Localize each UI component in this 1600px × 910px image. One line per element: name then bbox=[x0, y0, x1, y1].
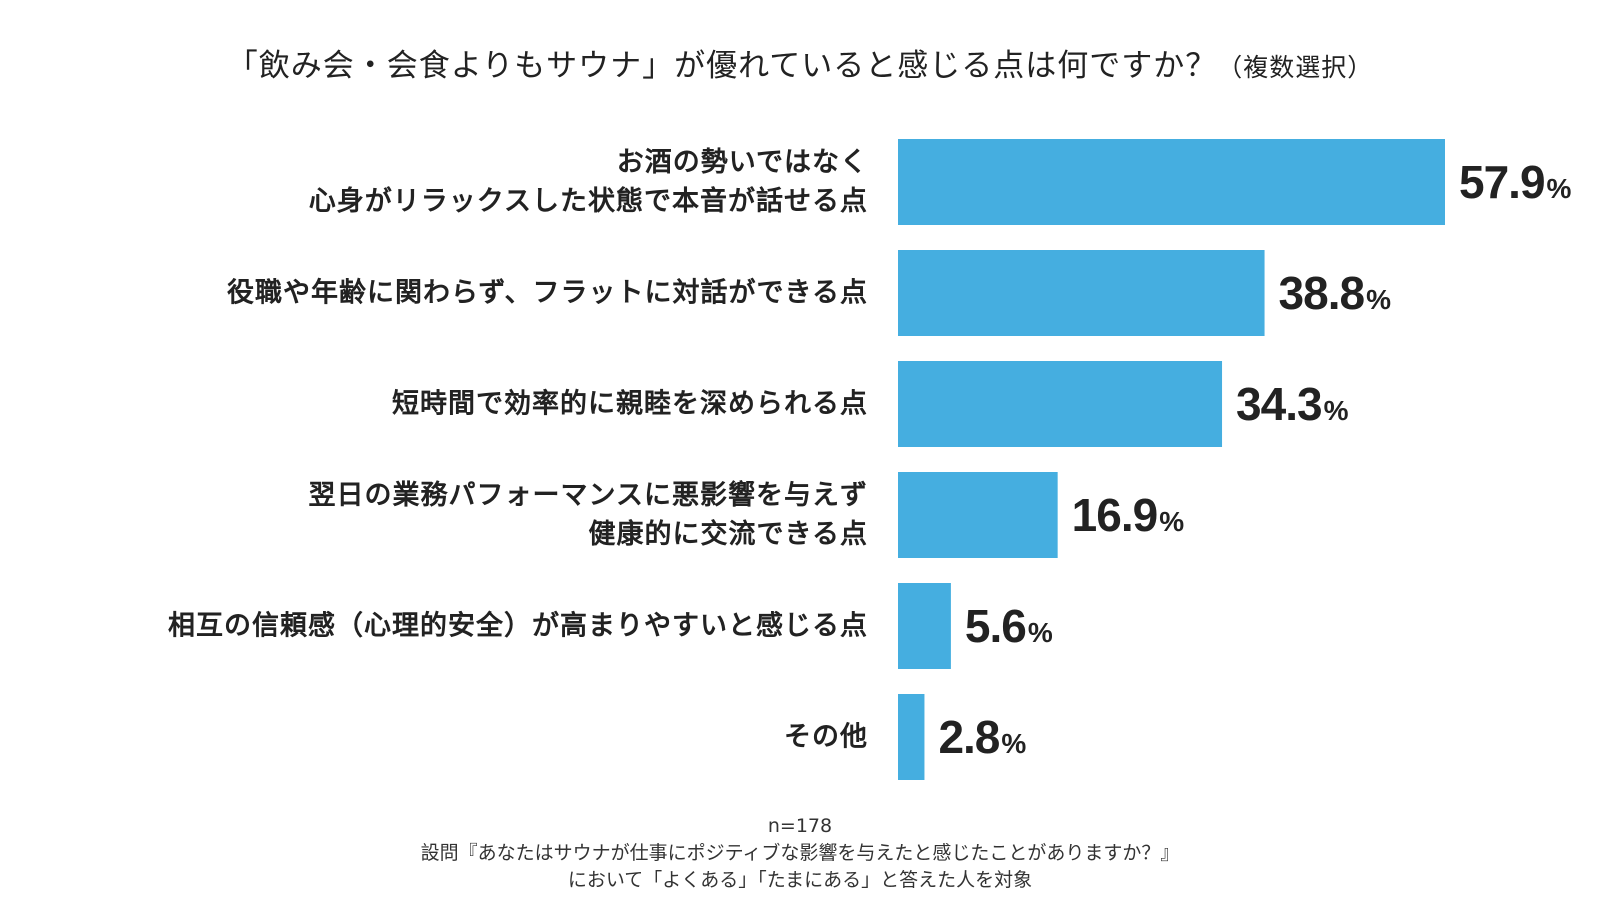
value-number-5: 2.8 bbox=[938, 711, 999, 763]
value-label-1: 38.8% bbox=[1279, 267, 1392, 319]
category-label-0-line-0: お酒の勢いではなく bbox=[617, 147, 868, 178]
value-label-4: 5.6% bbox=[965, 600, 1053, 652]
value-label-3: 16.9% bbox=[1072, 489, 1185, 541]
bar-2 bbox=[898, 361, 1223, 447]
chart-title: 「飲み会・会食よりもサウナ」が優れていると感じる点は何ですか？（複数選択） bbox=[0, 40, 1600, 85]
footnote-sample-size: n=178 bbox=[767, 815, 833, 837]
value-number-2: 34.3 bbox=[1236, 378, 1322, 430]
value-unit-1: % bbox=[1366, 284, 1391, 315]
category-label-1: 役職や年齢に関わらず、フラットに対話ができる点 bbox=[227, 277, 868, 309]
category-label-5-line-0: その他 bbox=[784, 722, 868, 753]
value-unit-2: % bbox=[1324, 395, 1349, 426]
bar-0 bbox=[898, 139, 1445, 225]
category-label-5: その他 bbox=[784, 722, 868, 753]
chart-title-main: 「飲み会・会食よりもサウナ」が優れていると感じる点は何ですか？ bbox=[226, 48, 1218, 84]
category-label-4: 相互の信頼感（心理的安全）が高まりやすいと感じる点 bbox=[168, 610, 868, 642]
category-label-3-line-0: 翌日の業務パフォーマンスに悪影響を与えず bbox=[309, 479, 868, 511]
category-label-2-line-0: 短時間で効率的に親睦を深められる点 bbox=[392, 388, 868, 420]
bar-chart: お酒の勢いではなく心身がリラックスした状態で本音が話せる点 57.9% 役職や年齢に… bbox=[168, 139, 1572, 780]
value-label-0: 57.9% bbox=[1459, 156, 1572, 208]
value-number-1: 38.8 bbox=[1279, 267, 1365, 319]
category-label-0: お酒の勢いではなく心身がリラックスした状態で本音が話せる点 bbox=[309, 147, 868, 217]
bar-5 bbox=[898, 694, 925, 780]
category-label-3: 翌日の業務パフォーマンスに悪影響を与えず健康的に交流できる点 bbox=[309, 479, 868, 550]
value-number-3: 16.9 bbox=[1072, 489, 1158, 541]
value-unit-5: % bbox=[1001, 728, 1026, 759]
value-unit-4: % bbox=[1028, 617, 1053, 648]
category-label-0-line-1: 心身がリラックスした状態で本音が話せる点 bbox=[309, 185, 868, 217]
value-number-4: 5.6 bbox=[965, 600, 1026, 652]
category-label-1-line-0: 役職や年齢に関わらず、フラットに対話ができる点 bbox=[227, 277, 868, 309]
value-unit-0: % bbox=[1547, 173, 1572, 204]
footnote-line-1: 設問『あなたはサウナが仕事にポジティブな影響を与えたと感じたことがありますか？』 bbox=[420, 842, 1180, 864]
value-number-0: 57.9 bbox=[1459, 156, 1545, 208]
chart-title-suffix: （複数選択） bbox=[1217, 53, 1374, 82]
category-label-3-line-1: 健康的に交流できる点 bbox=[589, 518, 868, 550]
footnote-line-2: において「よくある」「たまにある」と答えた人を対象 bbox=[567, 869, 1033, 891]
category-label-2: 短時間で効率的に親睦を深められる点 bbox=[392, 388, 868, 420]
value-label-2: 34.3% bbox=[1236, 378, 1349, 430]
bar-1 bbox=[898, 250, 1265, 336]
value-unit-3: % bbox=[1159, 506, 1184, 537]
footnote: n=178 設問『あなたはサウナが仕事にポジティブな影響を与えたと感じたことがあ… bbox=[0, 813, 1600, 894]
bar-3 bbox=[898, 472, 1058, 558]
value-label-5: 2.8% bbox=[938, 711, 1026, 763]
category-label-4-line-0: 相互の信頼感（心理的安全）が高まりやすいと感じる点 bbox=[168, 610, 868, 642]
bar-4 bbox=[898, 583, 951, 669]
